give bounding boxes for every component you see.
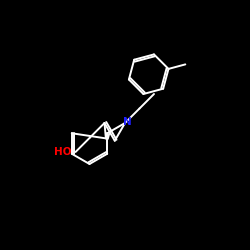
Text: N: N <box>123 117 132 127</box>
Text: HO: HO <box>54 147 72 157</box>
